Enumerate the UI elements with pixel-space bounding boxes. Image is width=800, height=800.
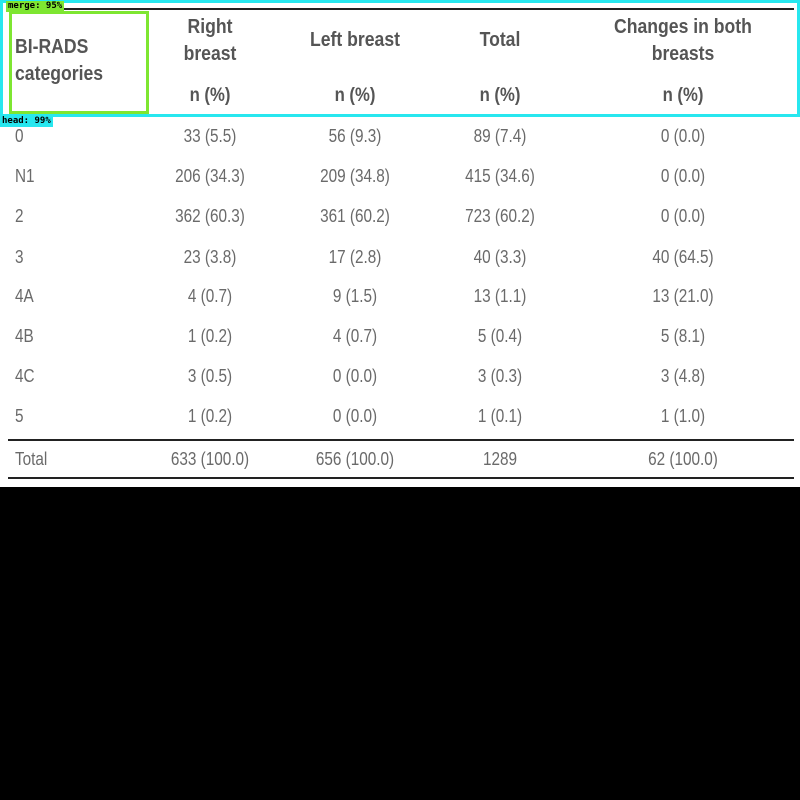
header-categories: BI-RADS categories	[15, 34, 134, 88]
unit-right: n (%)	[189, 85, 231, 106]
row-total: 723 (60.2)	[465, 206, 535, 226]
row-left: 4 (0.7)	[332, 326, 378, 346]
unit-changes: n (%)	[662, 85, 704, 106]
row-changes: 0 (0.0)	[660, 206, 706, 226]
row-changes: 1 (1.0)	[660, 406, 706, 426]
row-category: 3	[15, 247, 24, 267]
row-left: 209 (34.8)	[320, 166, 390, 186]
header-changes: Changes in both breasts	[614, 16, 752, 65]
row-left: 361 (60.2)	[320, 206, 390, 226]
footer-left: 656 (100.0)	[315, 449, 395, 469]
row-left: 17 (2.8)	[328, 247, 382, 267]
row-right: 1 (0.2)	[187, 326, 233, 346]
row-left: 0 (0.0)	[332, 406, 378, 426]
row-right: 33 (5.5)	[183, 126, 237, 146]
row-left: 9 (1.5)	[332, 286, 378, 306]
row-changes: 3 (4.8)	[660, 366, 706, 386]
footer-right: 633 (100.0)	[170, 449, 250, 469]
row-changes: 5 (8.1)	[660, 326, 706, 346]
row-left: 0 (0.0)	[332, 366, 378, 386]
row-category: N1	[15, 166, 35, 186]
table-page: BI-RADS categories Right breast Left bre…	[0, 0, 800, 487]
row-changes: 0 (0.0)	[660, 126, 706, 146]
row-category: 4A	[15, 286, 34, 306]
footer-total: 1289	[482, 449, 518, 469]
row-category: 2	[15, 206, 24, 226]
row-right: 206 (34.3)	[175, 166, 245, 186]
footer-rule	[8, 439, 794, 441]
row-total: 3 (0.3)	[477, 366, 523, 386]
row-total: 13 (1.1)	[473, 286, 527, 306]
unit-left: n (%)	[334, 85, 376, 106]
top-rule	[8, 8, 794, 10]
footer-changes: 62 (100.0)	[648, 449, 718, 469]
row-category: 4C	[15, 366, 35, 386]
header-categories-text: BI-RADS categories	[15, 36, 104, 85]
unit-total: n (%)	[479, 85, 521, 106]
row-left: 56 (9.3)	[328, 126, 382, 146]
head-detection-label: head: 99%	[0, 116, 53, 127]
row-right: 4 (0.7)	[187, 286, 233, 306]
row-right: 1 (0.2)	[187, 406, 233, 426]
header-left-breast: Left breast	[310, 29, 400, 51]
row-changes: 13 (21.0)	[652, 286, 714, 306]
merge-detection-label: merge: 95%	[6, 1, 65, 12]
row-category: 0	[15, 126, 24, 146]
row-total: 89 (7.4)	[473, 126, 527, 146]
row-right: 362 (60.3)	[175, 206, 245, 226]
header-total: Total	[479, 29, 521, 51]
header-right-breast: Right breast	[183, 16, 237, 65]
row-right: 23 (3.8)	[183, 247, 237, 267]
row-changes: 0 (0.0)	[660, 166, 706, 186]
row-category: 5	[15, 406, 24, 426]
bottom-rule	[8, 477, 794, 479]
row-category: 4B	[15, 326, 34, 346]
row-total: 40 (3.3)	[473, 247, 527, 267]
row-total: 415 (34.6)	[465, 166, 535, 186]
row-total: 1 (0.1)	[477, 406, 523, 426]
row-changes: 40 (64.5)	[652, 247, 714, 267]
row-total: 5 (0.4)	[477, 326, 523, 346]
head-detection-box	[0, 0, 800, 117]
footer-category: Total	[15, 449, 48, 469]
row-right: 3 (0.5)	[187, 366, 233, 386]
merge-detection-box	[9, 11, 149, 114]
